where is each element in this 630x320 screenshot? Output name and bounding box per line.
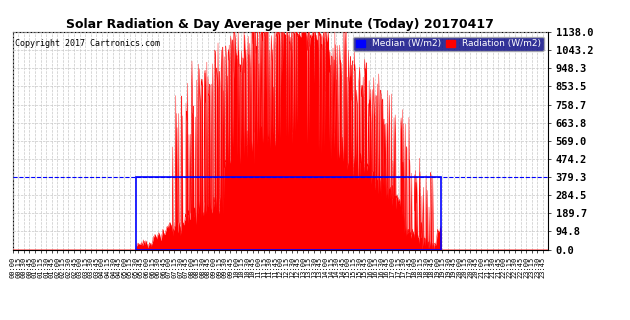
Text: Copyright 2017 Cartronics.com: Copyright 2017 Cartronics.com xyxy=(15,38,160,48)
Legend: Median (W/m2), Radiation (W/m2): Median (W/m2), Radiation (W/m2) xyxy=(353,36,544,51)
Bar xyxy=(136,177,440,250)
Title: Solar Radiation & Day Average per Minute (Today) 20170417: Solar Radiation & Day Average per Minute… xyxy=(66,18,495,31)
